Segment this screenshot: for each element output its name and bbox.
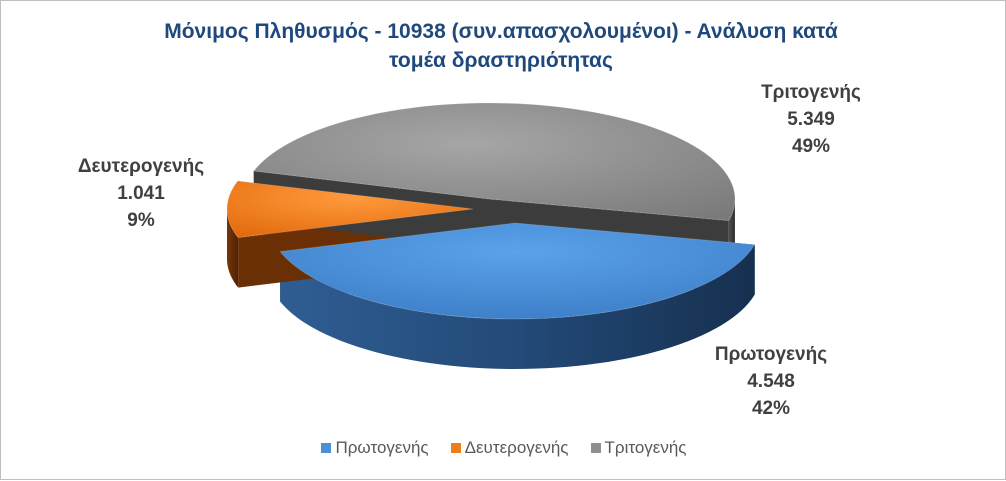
pie-slice-secondary (226, 180, 474, 239)
data-label-primary-value: 4.548 (747, 371, 795, 392)
pie-slice-primary (279, 222, 756, 320)
data-label-secondary-category: Δευτερογενής (77, 156, 205, 177)
data-label-primary: Πρωτογενής 4.548 42% (701, 341, 841, 422)
chart-title: Μόνιμος Πληθυσμός - 10938 (συν.απασχολου… (101, 17, 901, 75)
legend-label-secondary: Δευτερογενής (464, 438, 569, 457)
chart-title-line-2: τομέα δραστηριότητας (389, 49, 613, 72)
legend: Πρωτογενής Δευτερογενής Τριτογενής (1, 438, 1006, 458)
data-label-secondary-value: 1.041 (117, 183, 165, 204)
legend-label-tertiary: Τριτογενής (604, 438, 687, 457)
data-label-tertiary-percent: 49% (791, 136, 831, 157)
data-label-tertiary-category: Τριτογενής (761, 82, 861, 103)
pie-slice-primary-side-0 (280, 244, 755, 369)
pie-tops (226, 102, 756, 320)
legend-swatch-tertiary (590, 443, 601, 453)
pie-slice-tertiary (252, 102, 736, 222)
data-label-primary-percent: 42% (751, 398, 791, 419)
pie-slice-secondary-side-0 (227, 209, 239, 288)
legend-item-primary: Πρωτογενής (321, 438, 429, 458)
data-label-tertiary: Τριτογενής 5.349 49% (741, 79, 881, 160)
legend-swatch-secondary (450, 443, 461, 453)
legend-item-tertiary: Τριτογενής (590, 438, 687, 458)
data-label-secondary-percent: 9% (127, 210, 155, 231)
data-label-tertiary-value: 5.349 (787, 109, 835, 130)
data-label-primary-category: Πρωτογενής (714, 344, 828, 365)
legend-swatch-primary (321, 443, 332, 453)
legend-label-primary: Πρωτογενής (335, 438, 429, 457)
data-label-secondary: Δευτερογενής 1.041 9% (61, 153, 221, 234)
legend-item-secondary: Δευτερογενής (450, 438, 569, 458)
chart-title-line-1: Μόνιμος Πληθυσμός - 10938 (συν.απασχολου… (164, 20, 838, 43)
